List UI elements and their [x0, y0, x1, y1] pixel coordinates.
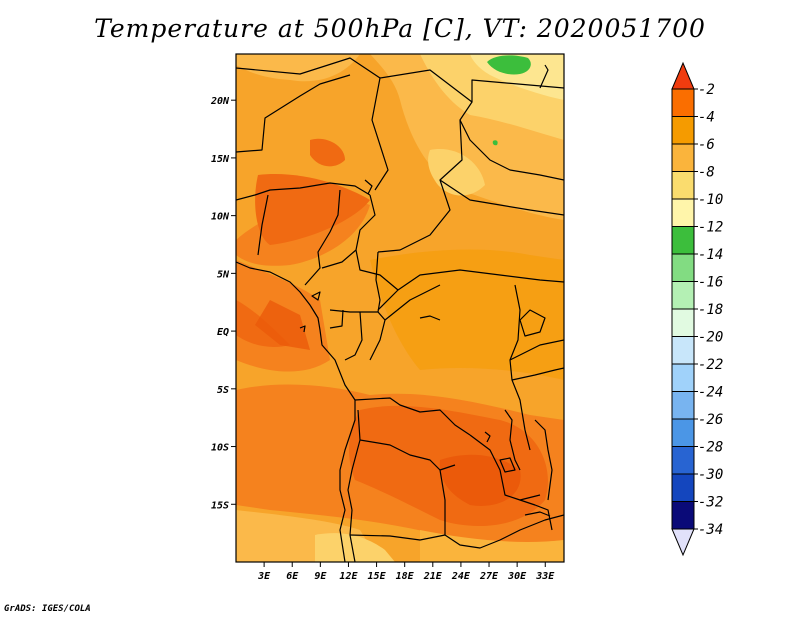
colorbar: -2 -4 -6 -8 -10 -12 -14 -16 -18 -20 -22 -24 -26 -28 -3… — [671, 61, 723, 557]
colorbar-swatch — [671, 143, 695, 172]
lat-tick-label: 15S — [211, 500, 229, 511]
colorbar-level-label: -22 — [698, 357, 723, 373]
colorbar-swatch — [671, 116, 695, 145]
colorbar-swatch — [671, 198, 695, 227]
lat-tick-label: 5S — [217, 385, 229, 396]
country-borders — [236, 57, 564, 562]
colorbar-level-label: -20 — [698, 330, 723, 346]
lon-tick-label: 18E — [396, 571, 415, 582]
lon-tick-label: 30E — [507, 571, 527, 582]
colorbar-level-label: -4 — [698, 110, 715, 126]
colorbar-swatch — [671, 418, 695, 447]
colorbar-swatch — [671, 391, 695, 420]
colorbar-level-label: -28 — [698, 440, 723, 456]
colorbar-swatch — [671, 501, 695, 530]
colorbar-swatch — [671, 253, 695, 282]
colorbar-bottom-arrow — [671, 528, 695, 557]
map-title: Temperature at 500hPa [C], VT: 202005170… — [94, 14, 706, 43]
colorbar-swatch — [671, 336, 695, 365]
lat-tick-label: 10N — [211, 212, 230, 223]
lon-tick-label: 6E — [286, 571, 299, 582]
colorbar-level-label: -34 — [698, 522, 723, 538]
colorbar-level-label: -6 — [698, 137, 715, 153]
grads-credit: GrADS: IGES/COLA — [4, 604, 91, 614]
lon-tick-label: 9E — [314, 571, 327, 582]
lat-tick-label: 10S — [211, 443, 229, 454]
colorbar-swatch — [671, 88, 695, 117]
colorbar-level-label: -24 — [698, 385, 723, 401]
colorbar-swatch — [671, 473, 695, 502]
colorbar-level-label: -2 — [698, 82, 715, 98]
colorbar-swatch — [671, 363, 695, 392]
lon-tick-label: 27E — [479, 571, 499, 582]
lon-tick-label: 12E — [339, 571, 358, 582]
lat-tick-label: EQ — [217, 327, 229, 338]
lat-tick-label: 20N — [210, 96, 230, 107]
colorbar-level-label: -32 — [698, 495, 723, 511]
plot-frame — [235, 53, 565, 563]
colorbar-level-label: -30 — [698, 467, 723, 483]
lon-tick-label: 21E — [423, 571, 443, 582]
colorbar-swatch — [671, 171, 695, 200]
lat-tick-label: 15N — [211, 154, 230, 165]
lon-tick-label: 33E — [535, 571, 555, 582]
colorbar-swatch — [671, 226, 695, 255]
colorbar-level-label: -12 — [698, 220, 723, 236]
colorbar-level-label: -26 — [698, 412, 723, 428]
colorbar-level-label: -10 — [698, 192, 723, 208]
colorbar-level-label: -18 — [698, 302, 723, 318]
lon-tick-label: 24E — [451, 571, 471, 582]
colorbar-swatch — [671, 281, 695, 310]
lon-tick-label: 15E — [368, 571, 387, 582]
colorbar-level-label: -14 — [698, 247, 723, 263]
colorbar-swatch — [671, 446, 695, 475]
colorbar-level-label: -16 — [698, 275, 723, 291]
colorbar-level-label: -8 — [698, 165, 715, 181]
longitude-axis: 3E 6E 9E 12E 15E 18E 21E 24E 27E 30E 33E — [257, 562, 555, 582]
colorbar-top-arrow — [671, 61, 695, 90]
colorbar-swatch — [671, 308, 695, 337]
lat-tick-label: 5N — [217, 269, 230, 280]
latitude-axis: 20N 15N 10N 5N EQ 5S 10S 15S — [210, 96, 236, 511]
lon-tick-label: 3E — [257, 571, 271, 582]
